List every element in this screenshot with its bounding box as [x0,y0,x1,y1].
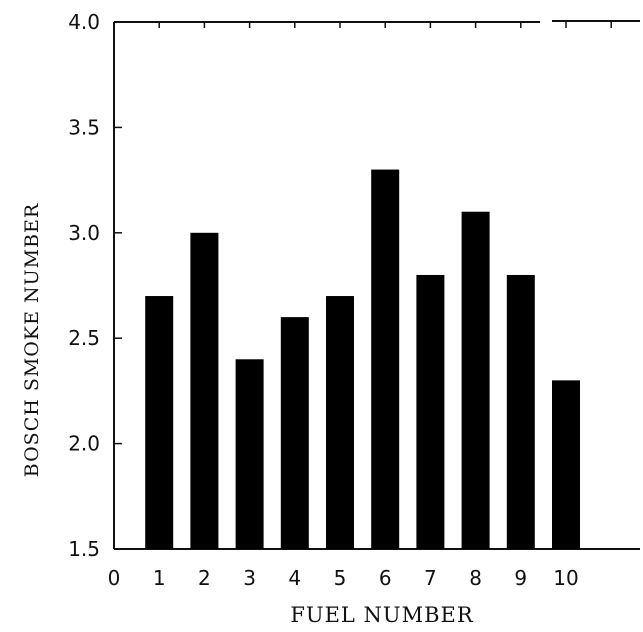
y-axis-label: BOSCH SMOKE NUMBER [21,203,43,477]
bar-fuel-10 [552,380,580,549]
bar-fuel-8 [461,211,490,549]
bar-fuel-2 [190,232,219,550]
bar-fuel-7 [416,274,445,549]
y-tick-label: 1.5 [68,537,100,561]
x-axis-ticks: 0 1 2 3 4 5 6 7 8 9 10 [108,566,579,590]
x-tick-label: 7 [424,566,437,590]
x-tick-label: 9 [514,566,527,590]
x-tick-label: 6 [379,566,392,590]
y-tick-label: 3.0 [68,221,100,245]
x-tick-label: 2 [198,566,211,590]
bar-fuel-3 [235,359,264,549]
x-tick-label: 3 [243,566,256,590]
x-tick-label: 5 [334,566,347,590]
x-tick-label: 10 [553,566,578,590]
x-tick-label: 4 [288,566,301,590]
bar-fuel-5 [326,296,354,549]
bar-fuel-9 [506,274,535,549]
x-tick-label: 8 [469,566,482,590]
bars [145,169,580,550]
y-axis-ticks: 1.5 2.0 2.5 3.0 3.5 4.0 [68,10,122,561]
y-tick-label: 3.5 [68,115,100,139]
y-tick-label: 2.5 [68,326,100,350]
bar-fuel-6 [371,169,400,549]
bar-fuel-1 [145,296,174,549]
x-tick-label: 0 [108,566,121,590]
bar-fuel-4 [280,317,309,549]
y-tick-label: 4.0 [68,10,100,34]
y-tick-label: 2.0 [68,432,100,456]
x-axis-label: FUEL NUMBER [290,603,474,627]
x-tick-label: 1 [153,566,166,590]
